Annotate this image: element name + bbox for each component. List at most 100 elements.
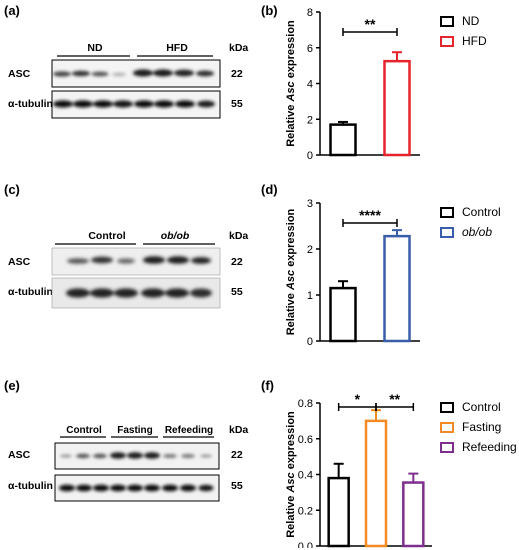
- significance-label: **: [365, 16, 376, 32]
- y-axis-label-suffix: expression: [285, 208, 297, 269]
- kda-tubulin: 55: [231, 98, 243, 110]
- kda-unit: kDa: [229, 424, 248, 436]
- legend-item-hfd: HFD: [440, 34, 487, 48]
- band: [134, 100, 154, 108]
- legend-label-hfd: HFD: [462, 34, 487, 48]
- y-tick-label: 2: [307, 244, 313, 256]
- row-label-asc: ASC: [8, 256, 31, 268]
- legend-swatch-control: [440, 401, 454, 413]
- kda-unit: kDa: [229, 42, 248, 54]
- band: [93, 484, 109, 492]
- band: [110, 484, 126, 492]
- row-label-tubulin: α-tubulin: [8, 98, 53, 110]
- bar: [327, 476, 350, 548]
- band: [93, 453, 107, 459]
- band: [91, 71, 109, 77]
- legend-item-nd: ND: [440, 14, 479, 28]
- bar: [402, 481, 425, 548]
- kda-tubulin: 55: [231, 286, 243, 298]
- band: [167, 256, 189, 264]
- panel-letter-b: (b): [261, 3, 278, 18]
- legend-label-refeeding: Refeeding: [462, 440, 517, 454]
- group-label-nd: ND: [87, 42, 103, 54]
- band: [90, 288, 114, 298]
- group-label-obob: ob/ob: [161, 230, 190, 242]
- significance-label: ****: [359, 207, 381, 223]
- band: [127, 484, 143, 492]
- y-axis-label-gene: Asc: [285, 270, 297, 291]
- legend-swatch-refeeding: [440, 441, 454, 453]
- band: [196, 70, 214, 77]
- band: [53, 100, 73, 108]
- y-tick-label: 1: [307, 290, 313, 302]
- y-tick-label: 0.0: [298, 541, 313, 548]
- band: [59, 484, 75, 492]
- bar-chart-b: Relative Asc expression 0 2 4 6 8 **: [285, 7, 420, 162]
- band: [144, 484, 160, 492]
- western-blot-e: Control Fasting Refeeding kDa ASC α-tubu…: [8, 424, 248, 502]
- band: [76, 453, 90, 459]
- band: [67, 258, 89, 264]
- band: [113, 100, 133, 108]
- panel-letter-e: (e): [4, 378, 20, 393]
- band: [60, 454, 72, 458]
- row-label-asc: ASC: [8, 449, 31, 461]
- y-tick-label: 6: [307, 43, 313, 55]
- bar: [329, 286, 357, 343]
- band: [154, 100, 174, 108]
- y-tick-label: 0.2: [298, 505, 313, 517]
- band: [93, 100, 113, 108]
- band: [163, 454, 177, 458]
- band: [72, 70, 90, 77]
- y-axis-label-gene: Asc: [285, 472, 297, 493]
- y-tick-label: 0.6: [298, 434, 313, 446]
- band: [110, 452, 126, 459]
- y-tick-label: 4: [307, 79, 313, 91]
- bar: [383, 234, 411, 343]
- row-label-tubulin: α-tubulin: [8, 286, 53, 298]
- western-blot-a: ND HFD kDa ASC α-tubulin 22 55: [8, 42, 248, 119]
- panel-letter-c: (c): [4, 182, 20, 197]
- band: [180, 484, 196, 492]
- band: [53, 71, 71, 77]
- row-label-tubulin: α-tubulin: [8, 480, 53, 492]
- kda-asc: 22: [231, 449, 243, 461]
- y-tick-label: 0: [307, 336, 313, 348]
- legend-item-control: Control: [440, 205, 501, 219]
- y-tick-label: 0.4: [298, 470, 313, 482]
- y-axis-label: Relative Asc expression: [285, 20, 297, 147]
- band: [174, 69, 194, 77]
- band: [153, 69, 173, 77]
- band: [91, 256, 113, 264]
- legend-swatch-fasting: [440, 421, 454, 433]
- bar: [383, 59, 411, 157]
- kda-unit: kDa: [229, 230, 248, 242]
- row-label-asc: ASC: [8, 68, 31, 80]
- y-axis-label: Relative Asc expression: [285, 411, 297, 538]
- y-axis-label: Relative Asc expression: [285, 208, 297, 335]
- band: [200, 454, 212, 458]
- band: [162, 484, 178, 492]
- legend-item-fasting: Fasting: [440, 420, 501, 434]
- legend-label-control: Control: [462, 400, 501, 414]
- band: [197, 100, 215, 108]
- band: [165, 288, 189, 298]
- y-tick-label: 0.8: [298, 398, 313, 410]
- band: [191, 257, 211, 264]
- y-axis-label-suffix: expression: [285, 411, 297, 472]
- legend-item-obob: ob/ob: [440, 225, 492, 239]
- legend-item-control: Control: [440, 400, 501, 414]
- bar: [329, 123, 357, 157]
- y-tick-label: 0: [307, 150, 313, 162]
- legend-swatch-hfd: [440, 35, 454, 47]
- band: [73, 100, 93, 108]
- band: [112, 72, 126, 77]
- legend-item-refeeding: Refeeding: [440, 440, 517, 454]
- band: [198, 484, 214, 492]
- significance-label: *: [355, 391, 361, 407]
- legend-label-control: Control: [462, 205, 501, 219]
- y-axis-label-gene: Asc: [285, 81, 297, 102]
- kda-asc: 22: [231, 256, 243, 268]
- legend-label-obob: ob/ob: [462, 225, 493, 239]
